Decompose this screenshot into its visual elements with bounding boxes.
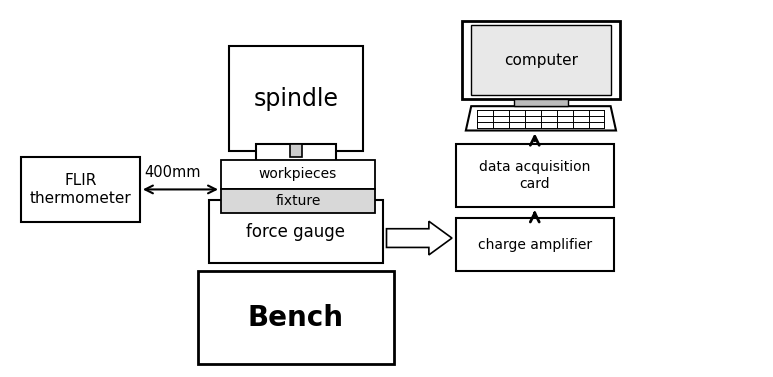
Polygon shape bbox=[386, 221, 452, 255]
Text: charge amplifier: charge amplifier bbox=[478, 238, 592, 251]
Bar bbox=[221, 188, 375, 213]
Text: workpieces: workpieces bbox=[259, 167, 337, 181]
Text: spindle: spindle bbox=[254, 87, 339, 111]
Bar bbox=[290, 144, 302, 157]
Bar bbox=[462, 21, 620, 100]
Text: fixture: fixture bbox=[275, 194, 321, 208]
Text: FLIR
thermometer: FLIR thermometer bbox=[29, 173, 131, 205]
Text: computer: computer bbox=[504, 53, 578, 67]
Bar bbox=[514, 100, 568, 106]
Bar bbox=[229, 46, 363, 151]
Bar bbox=[209, 200, 383, 264]
Text: force gauge: force gauge bbox=[247, 222, 346, 241]
Text: 400mm: 400mm bbox=[144, 165, 200, 180]
Bar bbox=[21, 157, 140, 222]
Polygon shape bbox=[466, 106, 616, 130]
Bar bbox=[456, 218, 614, 271]
Bar bbox=[198, 271, 394, 365]
Text: Bench: Bench bbox=[248, 303, 344, 332]
Bar bbox=[456, 144, 614, 207]
Bar bbox=[256, 144, 336, 204]
Text: data acquisition
card: data acquisition card bbox=[479, 160, 591, 190]
Bar bbox=[472, 25, 611, 95]
Bar bbox=[221, 161, 375, 188]
